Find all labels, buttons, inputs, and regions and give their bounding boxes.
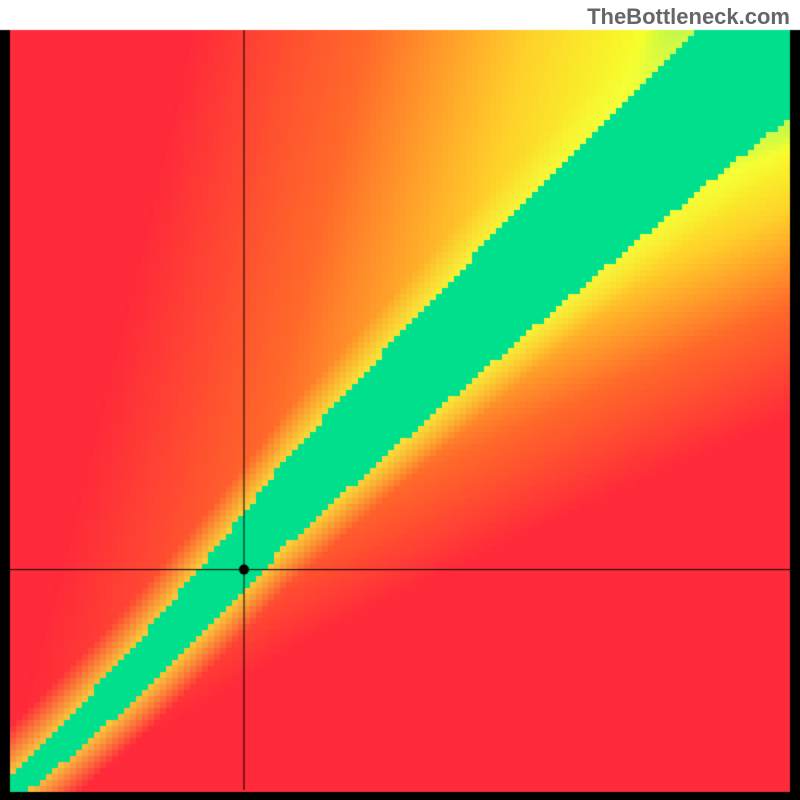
bottleneck-heatmap — [0, 0, 800, 800]
chart-container: TheBottleneck.com — [0, 0, 800, 800]
watermark-text: TheBottleneck.com — [587, 4, 790, 30]
